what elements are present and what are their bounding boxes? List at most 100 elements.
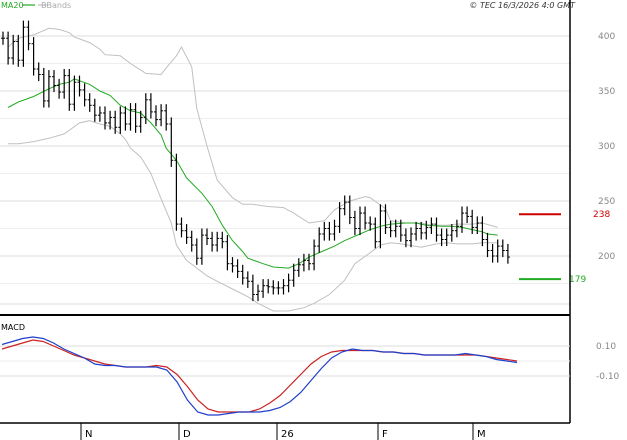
price-bar bbox=[332, 219, 337, 241]
price-bar bbox=[460, 206, 464, 233]
price-bar bbox=[77, 75, 82, 97]
price-bar bbox=[174, 153, 179, 231]
price-bar bbox=[373, 217, 378, 249]
price-bar bbox=[143, 93, 148, 124]
price-bar bbox=[52, 70, 56, 93]
price-bar bbox=[169, 117, 174, 167]
price-bar bbox=[21, 20, 26, 67]
price-bar bbox=[154, 105, 158, 127]
price-bar bbox=[184, 224, 189, 244]
price-bar bbox=[16, 34, 21, 67]
price-bar bbox=[138, 110, 143, 133]
price-bar bbox=[312, 239, 317, 271]
resistance-level-label: 238 bbox=[593, 210, 610, 220]
price-bar bbox=[245, 271, 250, 288]
y-tick-label: 200 bbox=[598, 252, 615, 262]
price-bar bbox=[128, 103, 133, 131]
price-bar bbox=[225, 235, 230, 271]
support-level-label: 179 bbox=[569, 275, 586, 285]
price-bar bbox=[378, 204, 383, 249]
price-bar bbox=[495, 239, 500, 263]
x-tick-label: F bbox=[382, 429, 388, 440]
price-bar bbox=[31, 37, 36, 76]
price-bar bbox=[398, 219, 403, 242]
price-bar bbox=[123, 106, 128, 131]
bband-line bbox=[7, 27, 498, 228]
price-bar bbox=[261, 279, 266, 298]
x-tick-label: D bbox=[183, 429, 191, 440]
price-bar bbox=[36, 62, 41, 82]
price-bar bbox=[205, 228, 209, 245]
price-bar bbox=[342, 195, 347, 216]
price-bar bbox=[327, 221, 332, 241]
price-bar bbox=[57, 78, 62, 99]
price-bar bbox=[403, 228, 408, 248]
y-tick-label: 250 bbox=[598, 197, 615, 207]
price-bar bbox=[434, 217, 439, 242]
y-tick-label: 400 bbox=[598, 32, 615, 42]
x-tick-label: N bbox=[85, 429, 92, 440]
price-bar bbox=[92, 98, 97, 122]
price-bar bbox=[276, 281, 281, 295]
price-bar bbox=[133, 103, 138, 133]
price-bar bbox=[164, 104, 169, 131]
price-bar bbox=[220, 231, 225, 249]
price-bar bbox=[429, 217, 434, 234]
price-bar bbox=[194, 238, 199, 265]
price-bar bbox=[368, 216, 373, 231]
price-bar bbox=[444, 228, 449, 247]
price-bar bbox=[159, 104, 164, 127]
price-bar bbox=[26, 20, 31, 51]
price-bar bbox=[271, 280, 276, 295]
bollinger-bands bbox=[7, 27, 498, 312]
price-bar bbox=[235, 259, 240, 278]
price-bar bbox=[352, 210, 357, 236]
price-bar bbox=[62, 69, 67, 99]
x-tick-label: M bbox=[477, 429, 486, 440]
price-bar bbox=[490, 243, 495, 263]
macd-title: MACD bbox=[1, 323, 25, 332]
price-bar bbox=[291, 263, 296, 287]
x-tick-label: 26 bbox=[281, 429, 294, 440]
ma-legend-label: MA20 bbox=[1, 1, 24, 10]
price-bar bbox=[383, 204, 388, 234]
price-bar bbox=[240, 264, 245, 285]
macd-series-line bbox=[1, 336, 518, 416]
price-bar bbox=[419, 221, 424, 240]
price-bar bbox=[82, 83, 87, 107]
price-bar bbox=[393, 219, 398, 238]
price-bar bbox=[358, 206, 362, 236]
price-bar bbox=[46, 70, 51, 108]
price-bar bbox=[256, 284, 260, 302]
bband-line bbox=[8, 120, 498, 312]
price-bar bbox=[87, 93, 92, 112]
price-bar bbox=[454, 219, 459, 238]
price-levels: 238 179 bbox=[519, 210, 610, 285]
bbands-legend-label: BBands bbox=[41, 1, 71, 10]
price-bars bbox=[1, 20, 510, 302]
y-tick-label: 350 bbox=[598, 87, 615, 97]
price-bar bbox=[500, 239, 505, 258]
price-bar bbox=[307, 253, 311, 271]
price-bar bbox=[97, 106, 102, 122]
price-bar bbox=[465, 206, 470, 223]
price-bar bbox=[485, 232, 490, 258]
price-bar bbox=[250, 274, 255, 302]
price-bar bbox=[347, 195, 352, 225]
price-bar bbox=[67, 69, 72, 111]
price-bar bbox=[409, 227, 413, 248]
price-bar bbox=[388, 220, 393, 238]
price-bar bbox=[470, 209, 475, 234]
price-bar bbox=[281, 279, 286, 295]
price-bar bbox=[6, 31, 11, 65]
price-bar bbox=[286, 273, 291, 293]
price-bar bbox=[113, 110, 118, 134]
macd-y-tick-label: -0.10 bbox=[596, 372, 620, 382]
price-bar bbox=[72, 75, 77, 111]
main-plot-area bbox=[0, 12, 570, 312]
price-bar bbox=[449, 224, 454, 242]
macd-panel: MACD 0.10 -0.10 bbox=[0, 323, 620, 416]
price-bar bbox=[179, 217, 184, 238]
